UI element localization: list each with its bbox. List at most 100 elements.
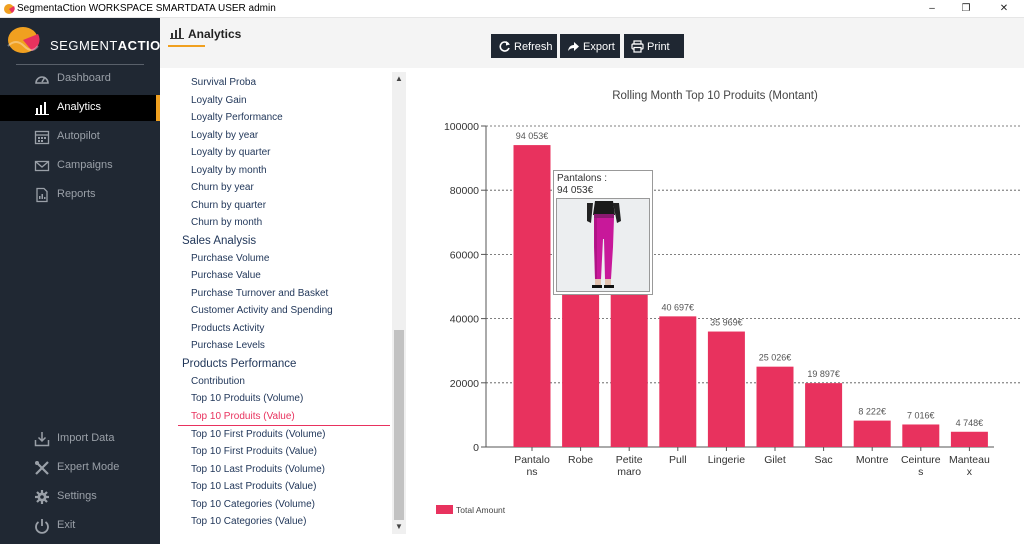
menu-item-purchase-levels[interactable]: Purchase Levels [191, 340, 265, 351]
x-tick-label-line: s [918, 466, 923, 478]
menu-item-top-10-first-produits-volume[interactable]: Top 10 First Produits (Volume) [191, 429, 326, 440]
y-tick-label: 0 [473, 442, 479, 454]
chart-title: Rolling Month Top 10 Produits (Montant) [612, 90, 818, 102]
bar-sac [805, 383, 843, 447]
menu-heading-sales-analysis: Sales Analysis [182, 235, 257, 247]
minimize-button[interactable]: – [929, 3, 935, 14]
sidebar-item-exit[interactable]: Exit [0, 513, 160, 539]
data-label: 35 969€ [710, 318, 743, 328]
x-tick-label-line: Sac [815, 454, 833, 466]
tab-analytics[interactable]: Analytics [170, 27, 241, 49]
tools-icon [35, 461, 49, 475]
x-tick-label: Sac [815, 454, 833, 466]
menu-item-top-10-categories-value[interactable]: Top 10 Categories (Value) [191, 516, 307, 527]
menu-item-top-10-last-produits-volume[interactable]: Top 10 Last Produits (Volume) [191, 464, 325, 475]
sidebar-item-expert-mode[interactable]: Expert Mode [0, 455, 160, 481]
menu-item-contribution[interactable]: Contribution [191, 376, 245, 387]
chart-tooltip: Pantalons : 94 053€ [553, 170, 653, 295]
data-label: 4 748€ [956, 418, 984, 428]
scrollbar-thumb[interactable] [394, 330, 404, 520]
pants-model-picture [557, 199, 649, 291]
data-label: 40 697€ [662, 302, 695, 312]
menu-item-purchase-value[interactable]: Purchase Value [191, 270, 261, 281]
menu-item-top-10-first-produits-value[interactable]: Top 10 First Produits (Value) [191, 446, 317, 457]
sidebar-item-label: Expert Mode [57, 461, 120, 473]
legend-label: Total Amount [456, 505, 506, 515]
x-tick-label-line: Petite [616, 454, 643, 466]
menu-item-products-activity[interactable]: Products Activity [191, 323, 265, 334]
x-tick-label: Pull [669, 454, 687, 466]
scroll-up-icon[interactable]: ▲ [395, 74, 403, 83]
menu-item-churn-by-year[interactable]: Churn by year [191, 182, 254, 193]
menu-item-customer-activity-and-spending[interactable]: Customer Activity and Spending [191, 305, 333, 316]
scroll-down-icon[interactable]: ▼ [395, 522, 403, 531]
bar-manteaux [950, 431, 988, 447]
sidebar-item-analytics[interactable]: Analytics [0, 95, 160, 121]
analysis-menu: Survival Proba Loyalty Gain Loyalty Perf… [160, 68, 408, 544]
brand-logo-icon [7, 27, 40, 53]
brand-name-bold: ACTION [117, 38, 171, 53]
report-icon [36, 187, 48, 203]
export-arrow-icon [568, 42, 579, 51]
x-tick-label-line: Montre [856, 454, 889, 466]
x-tick-label: Ceinture s [901, 454, 941, 478]
bar-chart-icon [170, 28, 184, 39]
x-tick-label: Pantalo ns [514, 454, 550, 478]
menu-item-loyalty-by-month[interactable]: Loyalty by month [191, 165, 267, 176]
menu-scrollbar[interactable]: ▲ ▼ [392, 72, 406, 534]
bar-montre [853, 420, 891, 447]
sidebar-item-settings[interactable]: Settings [0, 484, 160, 510]
export-button-label: Export [583, 41, 615, 53]
x-tick-label-line: Ceinture [901, 454, 941, 466]
bar-pull [659, 316, 697, 447]
x-tick-label-line: Gilet [764, 454, 786, 466]
sidebar-item-label: Dashboard [57, 72, 111, 84]
sidebar-item-autopilot[interactable]: Autopilot [0, 124, 160, 150]
sidebar-item-import-data[interactable]: Import Data [0, 426, 160, 452]
data-label: 8 222€ [858, 407, 886, 417]
menu-item-top-10-produits-value[interactable]: Top 10 Produits (Value) [191, 411, 295, 422]
restore-button[interactable]: ❐ [961, 3, 971, 14]
sidebar-item-label: Reports [57, 188, 96, 200]
menu-selection-underline [178, 425, 390, 426]
y-tick-label: 40000 [450, 314, 479, 326]
menu-item-churn-by-quarter[interactable]: Churn by quarter [191, 200, 267, 211]
menu-item-purchase-volume[interactable]: Purchase Volume [191, 253, 270, 264]
power-icon [35, 519, 49, 534]
tooltip-product-value: 94 053€ [557, 185, 594, 196]
sidebar-item-dashboard[interactable]: Dashboard [0, 66, 160, 92]
gear-icon [35, 490, 49, 504]
close-button[interactable]: ✕ [999, 3, 1009, 14]
menu-item-purchase-turnover-and-basket[interactable]: Purchase Turnover and Basket [191, 288, 329, 299]
x-tick-label-line: Pull [669, 454, 687, 466]
menu-item-top-10-produits-volume[interactable]: Top 10 Produits (Volume) [191, 393, 304, 404]
tooltip-product-name: Pantalons : [557, 173, 608, 184]
window-title: SegmentaCtion WORKSPACE SMARTDATA USER a… [17, 3, 276, 14]
legend-swatch [436, 505, 453, 514]
window-titlebar: SegmentaCtion WORKSPACE SMARTDATA USER a… [0, 0, 1024, 18]
app-logo-icon [4, 4, 15, 14]
export-button[interactable]: Export [560, 34, 620, 58]
menu-item-survival-proba[interactable]: Survival Proba [191, 77, 257, 88]
menu-item-loyalty-by-quarter[interactable]: Loyalty by quarter [191, 147, 271, 158]
sidebar-item-label: Settings [57, 490, 97, 502]
refresh-button[interactable]: Refresh [491, 34, 557, 58]
x-tick-label-line: Manteau [949, 454, 990, 466]
menu-item-loyalty-by-year[interactable]: Loyalty by year [191, 130, 259, 141]
sidebar-item-campaigns[interactable]: Campaigns [0, 153, 160, 179]
brand[interactable]: SEGMENTACTION [6, 26, 170, 56]
menu-item-top-10-categories-volume[interactable]: Top 10 Categories (Volume) [191, 499, 315, 510]
y-tick-label: 60000 [450, 249, 479, 261]
menu-item-loyalty-gain[interactable]: Loyalty Gain [191, 95, 247, 106]
bar-gilet [756, 366, 794, 447]
menu-item-churn-by-month[interactable]: Churn by month [191, 217, 263, 228]
brand-name-light: SEGMENT [50, 38, 118, 53]
bar-chart-icon [35, 102, 49, 115]
x-tick-label: Gilet [764, 454, 786, 466]
menu-item-top-10-last-produits-value[interactable]: Top 10 Last Produits (Value) [191, 481, 317, 492]
print-button[interactable]: Print [624, 34, 684, 58]
sidebar-item-reports[interactable]: Reports [0, 182, 160, 208]
bar-petite-maro [610, 286, 648, 447]
menu-item-loyalty-performance[interactable]: Loyalty Performance [191, 112, 283, 123]
sidebar: SEGMENTACTION Dashboard Analytics Autopi… [0, 18, 170, 544]
